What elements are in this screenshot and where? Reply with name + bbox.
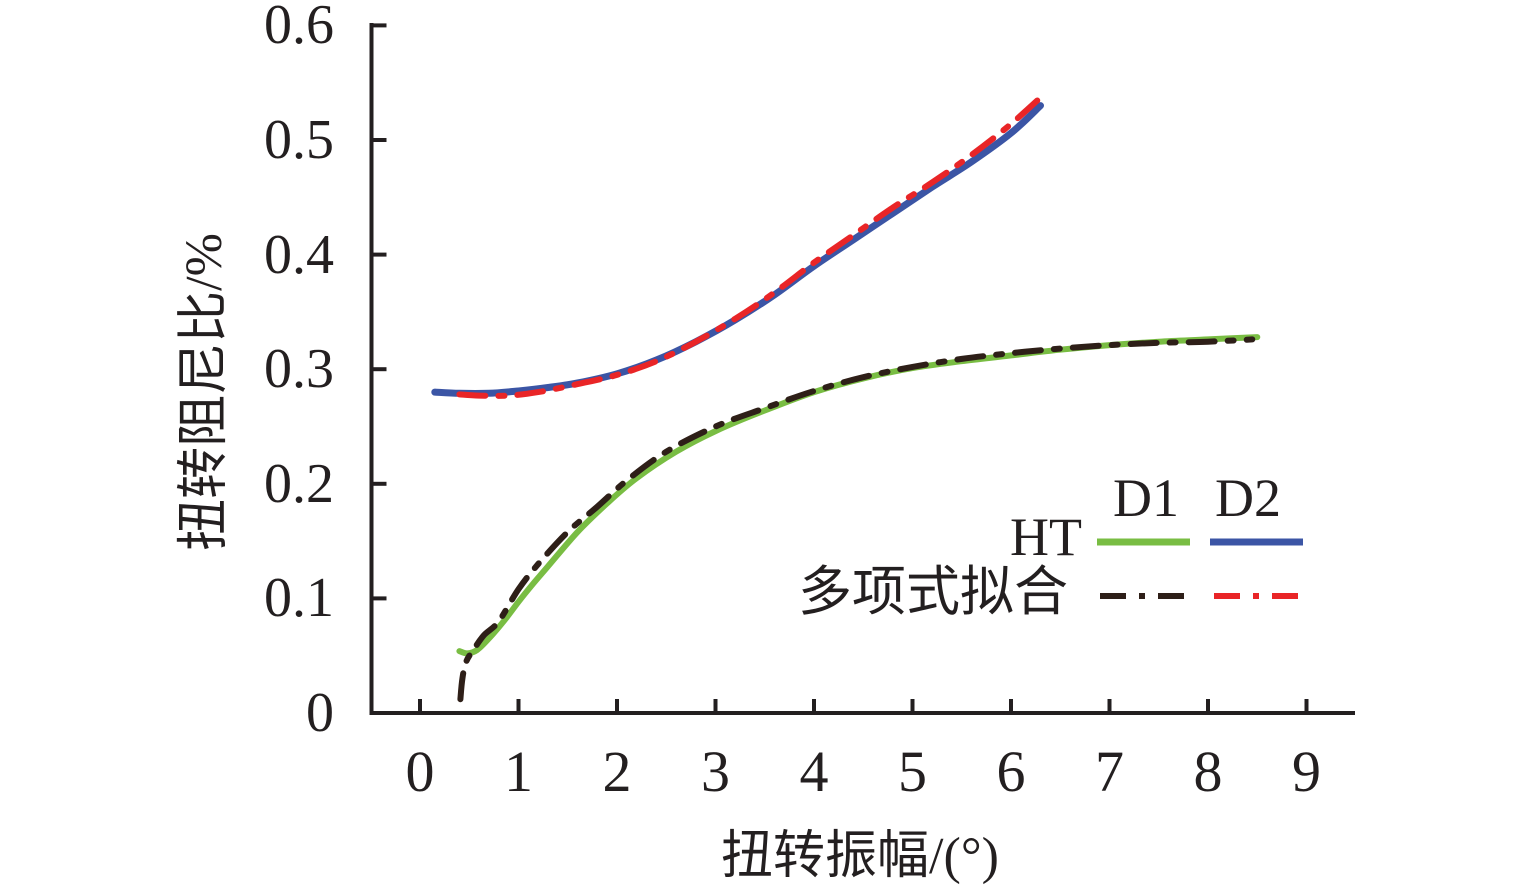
- x-tick-label-9: 9: [1292, 739, 1321, 804]
- y-tick-label-0.6: 0.6: [264, 0, 334, 57]
- legend-column-d1: D1: [1113, 468, 1179, 528]
- y-tick-label-0.3: 0.3: [264, 338, 334, 401]
- y-tick-label-0.1: 0.1: [264, 567, 334, 630]
- y-tick-label-0.4: 0.4: [264, 223, 334, 286]
- legend-row-polyfit: 多项式拟合: [798, 562, 1068, 622]
- x-tick-label-1: 1: [504, 739, 533, 804]
- x-tick-label-5: 5: [898, 739, 927, 804]
- x-tick-label-2: 2: [602, 739, 632, 804]
- polyfit-d2-curve: [456, 90, 1049, 399]
- polyfit-d1-curve: [457, 336, 1256, 703]
- y-tick-label-0.5: 0.5: [264, 109, 334, 171]
- y-tick-label-0: 0: [306, 682, 334, 744]
- x-tick-label-6: 6: [996, 739, 1026, 804]
- y-tick-label-0.2: 0.2: [264, 452, 334, 515]
- legend-row-ht: HT: [1010, 507, 1082, 567]
- x-tick-label-3: 3: [701, 739, 730, 804]
- x-tick-label-4: 4: [799, 739, 829, 804]
- x-tick-label-0: 0: [405, 739, 435, 804]
- y-axis-title: 扭转阻尼比/%: [176, 233, 233, 551]
- legend-column-d2: D2: [1215, 468, 1281, 528]
- ht-d2-curve: [431, 102, 1044, 397]
- x-axis-title: 扭转振幅/(°): [721, 828, 999, 885]
- x-tick-label-8: 8: [1193, 739, 1223, 804]
- x-tick-label-7: 7: [1095, 739, 1124, 804]
- ht-d1-curve: [456, 334, 1261, 657]
